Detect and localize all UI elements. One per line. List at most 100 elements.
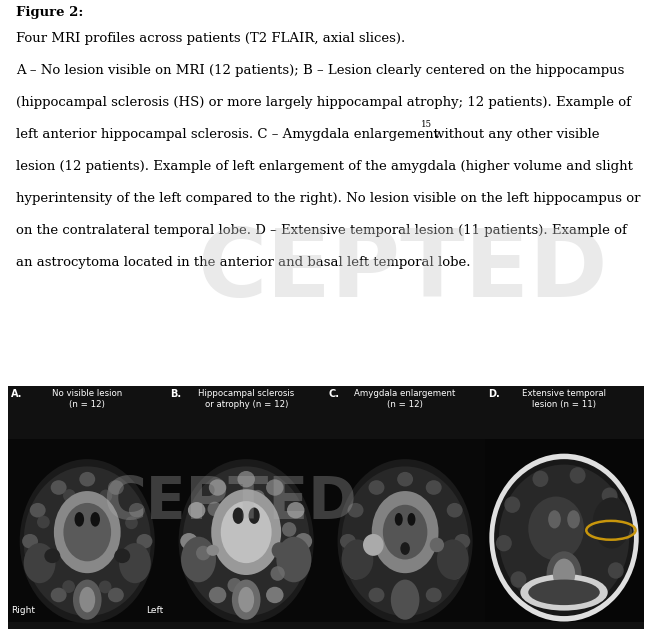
Ellipse shape (272, 542, 287, 559)
Ellipse shape (108, 588, 124, 602)
Ellipse shape (64, 503, 111, 561)
Ellipse shape (397, 472, 413, 487)
Ellipse shape (79, 472, 95, 487)
Ellipse shape (125, 516, 138, 529)
Text: A – No lesion visible on MRI (12 patients); B – Lesion clearly centered on the h: A – No lesion visible on MRI (12 patient… (16, 64, 625, 77)
Ellipse shape (30, 503, 46, 518)
Ellipse shape (504, 497, 520, 513)
Ellipse shape (426, 480, 441, 495)
Text: Four MRI profiles across patients (T2 FLAIR, axial slices).: Four MRI profiles across patients (T2 FL… (16, 32, 406, 45)
Ellipse shape (548, 510, 561, 528)
Ellipse shape (73, 580, 101, 620)
Ellipse shape (99, 581, 112, 593)
Text: without any other visible: without any other visible (429, 128, 599, 141)
Ellipse shape (608, 562, 624, 579)
Ellipse shape (494, 459, 634, 616)
Ellipse shape (99, 490, 112, 502)
Ellipse shape (22, 534, 38, 549)
Ellipse shape (447, 565, 463, 580)
Ellipse shape (108, 480, 124, 495)
Ellipse shape (397, 596, 413, 611)
Ellipse shape (125, 554, 138, 567)
Ellipse shape (337, 459, 473, 623)
Ellipse shape (287, 502, 304, 518)
Ellipse shape (426, 588, 441, 602)
Ellipse shape (372, 491, 439, 573)
Text: Left: Left (146, 607, 163, 616)
Ellipse shape (239, 587, 254, 612)
Ellipse shape (395, 513, 403, 526)
Text: left anterior hippocampal sclerosis. C – Amygdala enlargement: left anterior hippocampal sclerosis. C –… (16, 128, 439, 141)
Ellipse shape (348, 565, 363, 580)
Ellipse shape (437, 540, 469, 580)
Ellipse shape (270, 566, 285, 581)
Ellipse shape (363, 534, 384, 556)
Ellipse shape (90, 512, 100, 526)
Ellipse shape (383, 505, 427, 559)
Ellipse shape (266, 586, 283, 603)
Ellipse shape (499, 465, 629, 611)
Ellipse shape (248, 507, 260, 524)
Ellipse shape (553, 559, 575, 590)
Ellipse shape (593, 497, 630, 549)
Ellipse shape (209, 586, 226, 603)
Ellipse shape (341, 540, 373, 580)
Ellipse shape (23, 466, 151, 616)
Ellipse shape (276, 537, 311, 582)
Ellipse shape (454, 534, 470, 549)
Ellipse shape (114, 549, 130, 563)
Ellipse shape (528, 497, 584, 561)
Ellipse shape (179, 459, 314, 623)
Ellipse shape (294, 533, 312, 549)
Ellipse shape (580, 588, 595, 605)
Text: A.: A. (11, 389, 22, 399)
Ellipse shape (183, 466, 310, 616)
Ellipse shape (51, 480, 66, 495)
Ellipse shape (232, 580, 261, 620)
Text: hyperintensity of the left compared to the right). No lesion visible on the left: hyperintensity of the left compared to t… (16, 191, 641, 205)
Ellipse shape (136, 534, 152, 549)
Ellipse shape (543, 592, 558, 608)
Ellipse shape (510, 571, 526, 588)
Ellipse shape (528, 580, 600, 605)
Ellipse shape (51, 588, 66, 602)
Ellipse shape (408, 513, 415, 526)
Ellipse shape (54, 491, 121, 573)
Ellipse shape (521, 574, 608, 611)
Ellipse shape (282, 522, 296, 537)
Ellipse shape (237, 471, 255, 487)
Ellipse shape (129, 503, 145, 518)
Ellipse shape (36, 553, 49, 566)
Bar (8, 439, 167, 621)
Ellipse shape (44, 549, 60, 563)
Ellipse shape (569, 467, 586, 483)
Bar (167, 439, 326, 621)
Text: Figure 2:: Figure 2: (16, 6, 84, 18)
Ellipse shape (62, 580, 75, 593)
Text: B.: B. (170, 389, 181, 399)
Ellipse shape (207, 545, 219, 556)
Bar (326, 439, 485, 621)
Ellipse shape (489, 454, 639, 621)
Ellipse shape (250, 490, 265, 504)
Ellipse shape (20, 459, 155, 623)
Ellipse shape (207, 502, 222, 516)
Ellipse shape (181, 537, 216, 582)
Text: C.: C. (329, 389, 340, 399)
Ellipse shape (37, 516, 50, 528)
Ellipse shape (391, 580, 419, 620)
Ellipse shape (237, 595, 255, 612)
Ellipse shape (129, 565, 145, 580)
Text: Right: Right (12, 607, 36, 616)
Ellipse shape (30, 565, 46, 580)
Ellipse shape (188, 564, 205, 580)
Ellipse shape (287, 564, 304, 580)
Ellipse shape (180, 533, 198, 549)
Ellipse shape (79, 587, 95, 612)
Text: 15: 15 (421, 119, 432, 128)
Text: an astrocytoma located in the anterior and basal left temporal lobe.: an astrocytoma located in the anterior a… (16, 256, 471, 269)
Ellipse shape (532, 471, 549, 487)
Ellipse shape (616, 524, 632, 540)
Ellipse shape (369, 480, 384, 495)
Ellipse shape (369, 588, 384, 602)
